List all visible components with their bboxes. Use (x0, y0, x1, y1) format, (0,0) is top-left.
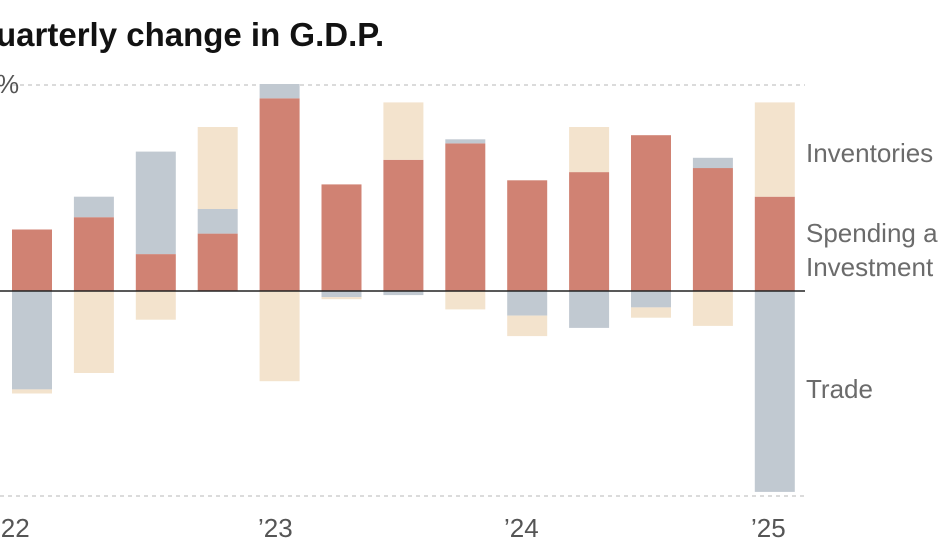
bar-inventories-2 (73, 291, 114, 373)
bar-spending-6 (321, 184, 362, 291)
bar-inventories-1 (12, 389, 52, 394)
bar-inventories-13 (754, 102, 795, 197)
bar-trade-5 (259, 84, 300, 99)
bar-inventories-10 (569, 127, 610, 173)
bars-group (12, 84, 795, 492)
bar-spending-3 (135, 254, 176, 291)
bar-trade-2 (73, 196, 114, 218)
x-tick-2025: ’25 (751, 513, 786, 543)
bar-spending-5 (259, 98, 300, 291)
bar-trade-12 (692, 157, 733, 169)
bar-trade-9 (507, 291, 548, 316)
bar-spending-13 (754, 196, 795, 291)
bar-inventories-5 (259, 291, 300, 382)
bar-trade-10 (569, 291, 610, 328)
bar-spending-2 (73, 217, 114, 291)
bar-trade-7 (383, 291, 424, 296)
bar-spending-10 (569, 172, 610, 291)
label-spending-line2: Investment (806, 252, 934, 282)
bar-inventories-4 (197, 127, 238, 209)
bar-inventories-8 (445, 291, 486, 310)
bar-trade-13 (754, 291, 795, 492)
bar-spending-4 (197, 233, 238, 291)
bar-inventories-6 (321, 297, 362, 300)
label-inventories: Inventories (806, 138, 933, 168)
y-unit-label: % (0, 69, 19, 99)
bar-inventories-9 (507, 315, 548, 337)
bar-trade-1 (12, 291, 52, 390)
bar-spending-11 (631, 135, 671, 291)
bar-inventories-7 (383, 102, 424, 160)
bar-trade-8 (445, 139, 486, 144)
bar-spending-7 (383, 159, 424, 291)
bar-trade-6 (321, 291, 362, 298)
x-tick-2024: ’24 (504, 513, 539, 543)
bar-inventories-11 (631, 307, 671, 318)
x-tick-2023: ’23 (258, 513, 293, 543)
bar-inventories-3 (135, 291, 176, 320)
bar-trade-4 (197, 209, 238, 234)
x-tick-2022: ’22 (0, 513, 30, 543)
bar-trade-11 (631, 291, 671, 308)
bar-spending-8 (445, 143, 486, 291)
label-spending-line1: Spending a (806, 218, 938, 248)
bar-spending-1 (12, 229, 52, 291)
bar-spending-12 (692, 168, 733, 291)
bar-trade-3 (135, 151, 176, 255)
bar-spending-9 (507, 180, 548, 291)
bar-inventories-12 (692, 291, 733, 326)
chart-title: uarterly change in G.D.P. (0, 16, 384, 53)
label-trade: Trade (806, 374, 873, 404)
